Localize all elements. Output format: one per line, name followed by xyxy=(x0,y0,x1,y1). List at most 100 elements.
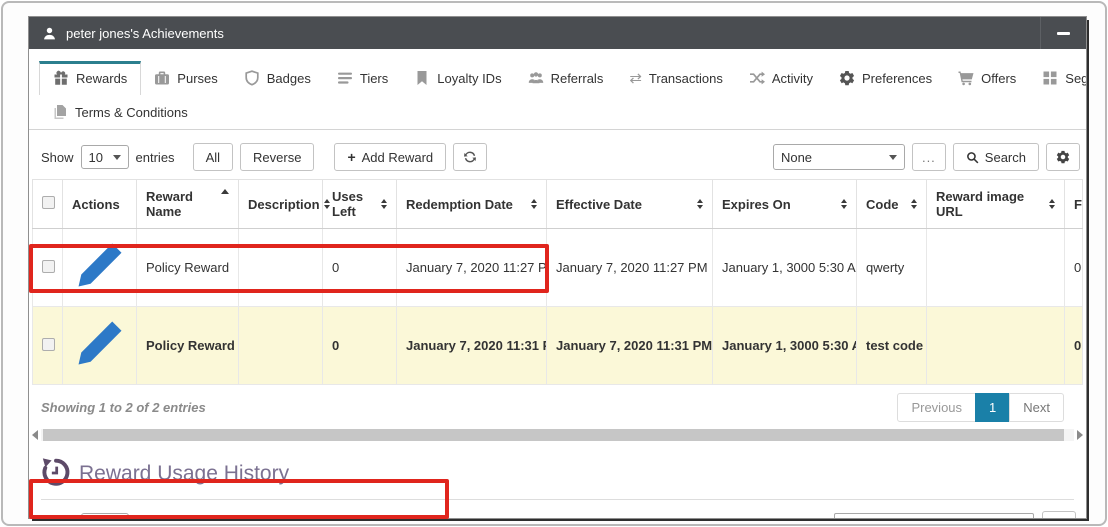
reverse-label: Reverse xyxy=(253,149,302,165)
tab-label: Activity xyxy=(771,70,814,86)
description-cell xyxy=(238,228,323,307)
col-uses-left[interactable]: Uses Left xyxy=(322,179,397,229)
tab-offers[interactable]: Offers xyxy=(945,61,1029,95)
usage-history-header: Reward Usage History xyxy=(41,457,1074,500)
code-cell: test code xyxy=(856,306,927,385)
expires-on-cell: January 1, 3000 5:30 AM xyxy=(712,228,857,307)
history-icon xyxy=(41,457,71,490)
entries-label: entries xyxy=(136,517,175,518)
reverse-button[interactable]: Reverse xyxy=(240,143,315,171)
scroll-right-icon[interactable] xyxy=(1077,429,1083,440)
code-cell: qwerty xyxy=(856,228,927,307)
page-size-select[interactable]: 10 xyxy=(80,145,129,169)
all-button[interactable]: All xyxy=(192,143,234,171)
history-page-size-select[interactable]: 10 xyxy=(80,512,129,518)
filter-value: None xyxy=(780,149,813,165)
search-label: Search: xyxy=(781,517,826,518)
minus-icon xyxy=(1057,31,1070,35)
col-truncated[interactable]: F xyxy=(1064,179,1083,229)
show-label: Show xyxy=(41,149,74,165)
plus-icon: + xyxy=(347,149,356,165)
next-page-button[interactable]: Next xyxy=(1009,392,1064,422)
row-checkbox[interactable] xyxy=(42,337,55,351)
tab-tiers[interactable]: Tiers xyxy=(324,61,401,95)
usage-history-toolbar: Show 10 entries Search: xyxy=(41,510,1076,519)
edit-icon[interactable] xyxy=(72,321,127,374)
actions-cell: ✖ xyxy=(62,228,137,307)
scrollbar-track[interactable] xyxy=(41,428,1074,441)
row-checkbox[interactable] xyxy=(42,259,55,273)
col-code[interactable]: Code xyxy=(856,179,927,229)
tab-label: Referrals xyxy=(550,70,604,86)
reward-name-cell: Policy Reward xyxy=(136,306,239,385)
tab-segments[interactable]: Segments xyxy=(1029,61,1086,95)
add-reward-label: Add Reward xyxy=(361,149,434,165)
col-effective-date[interactable]: Effective Date xyxy=(546,179,713,229)
select-all-checkbox[interactable] xyxy=(42,196,55,209)
edit-icon[interactable] xyxy=(72,243,127,296)
panel-title: peter jones's Achievements xyxy=(66,25,224,41)
section-title: Reward Usage History xyxy=(79,461,290,485)
scrollbar-thumb[interactable] xyxy=(43,428,1064,441)
tab-rewards[interactable]: Rewards xyxy=(39,61,142,95)
row-select-cell xyxy=(32,306,63,385)
tab-badges[interactable]: Badges xyxy=(231,61,324,95)
col-reward-image-url[interactable]: Reward image URL xyxy=(926,179,1065,229)
rewards-table: Actions Reward Name Description Uses Lef… xyxy=(32,179,1083,385)
sort-asc-icon xyxy=(221,189,229,194)
scroll-left-icon[interactable] xyxy=(32,429,38,440)
tab-preferences[interactable]: Preferences xyxy=(826,61,945,95)
current-page-button[interactable]: 1 xyxy=(975,392,1011,422)
gear-icon xyxy=(1056,150,1070,164)
effective-date-cell: January 7, 2020 11:27 PM xyxy=(546,228,713,307)
row-select-cell xyxy=(32,228,63,307)
col-actions: Actions xyxy=(62,179,137,229)
refresh-button[interactable] xyxy=(453,143,488,171)
rewards-table-container: Actions Reward Name Description Uses Lef… xyxy=(32,179,1083,385)
sort-icon xyxy=(323,199,330,209)
tab-label: Terms & Conditions xyxy=(75,104,188,120)
tab-transactions[interactable]: ⇄ Transactions xyxy=(616,61,736,95)
page-size-value: 10 xyxy=(89,517,103,518)
user-icon xyxy=(42,26,57,41)
filter-select[interactable]: None xyxy=(772,144,905,170)
sort-icon xyxy=(911,199,917,209)
add-reward-button[interactable]: + Add Reward xyxy=(334,143,447,171)
gift-icon xyxy=(53,70,69,86)
reward-image-url-cell xyxy=(926,306,1065,385)
tab-label: Offers xyxy=(981,70,1017,86)
tab-referrals[interactable]: Referrals xyxy=(515,61,617,95)
tab-purses[interactable]: Purses xyxy=(141,61,230,95)
gear-icon xyxy=(839,70,855,86)
history-settings-button[interactable] xyxy=(1042,510,1076,519)
effective-date-cell: January 7, 2020 11:31 PM xyxy=(546,306,713,385)
history-search-input[interactable] xyxy=(834,512,1034,518)
col-reward-name[interactable]: Reward Name xyxy=(136,179,239,229)
bookmark-icon xyxy=(414,70,430,86)
tab-label: Badges xyxy=(266,70,311,86)
sort-icon xyxy=(697,199,703,209)
table-settings-button[interactable] xyxy=(1046,143,1080,171)
truncated-cell: 0 xyxy=(1064,306,1083,385)
minimize-button[interactable] xyxy=(1040,17,1086,49)
tab-activity[interactable]: Activity xyxy=(736,61,826,95)
shuffle-icon xyxy=(749,70,765,86)
more-filters-button[interactable]: ... xyxy=(911,143,946,171)
tab-label: Preferences xyxy=(862,70,933,86)
sort-icon xyxy=(1049,199,1055,209)
chevron-down-icon xyxy=(112,154,121,160)
tab-terms-conditions[interactable]: Terms & Conditions xyxy=(39,95,201,129)
search-button[interactable]: Search xyxy=(952,143,1039,171)
previous-page-button[interactable]: Previous xyxy=(897,392,977,422)
col-redemption-date[interactable]: Redemption Date xyxy=(396,179,547,229)
sort-icon xyxy=(531,199,537,209)
tab-label: Rewards xyxy=(76,70,128,86)
tab-loyalty-ids[interactable]: Loyalty IDs xyxy=(401,61,514,95)
col-expires-on[interactable]: Expires On xyxy=(712,179,857,229)
select-all-header xyxy=(32,179,63,229)
rewards-header-row: Actions Reward Name Description Uses Lef… xyxy=(32,179,1083,229)
col-description[interactable]: Description xyxy=(238,179,330,229)
shield-icon xyxy=(244,70,260,86)
gear-icon xyxy=(1052,518,1066,519)
transfer-icon: ⇄ xyxy=(629,69,642,87)
